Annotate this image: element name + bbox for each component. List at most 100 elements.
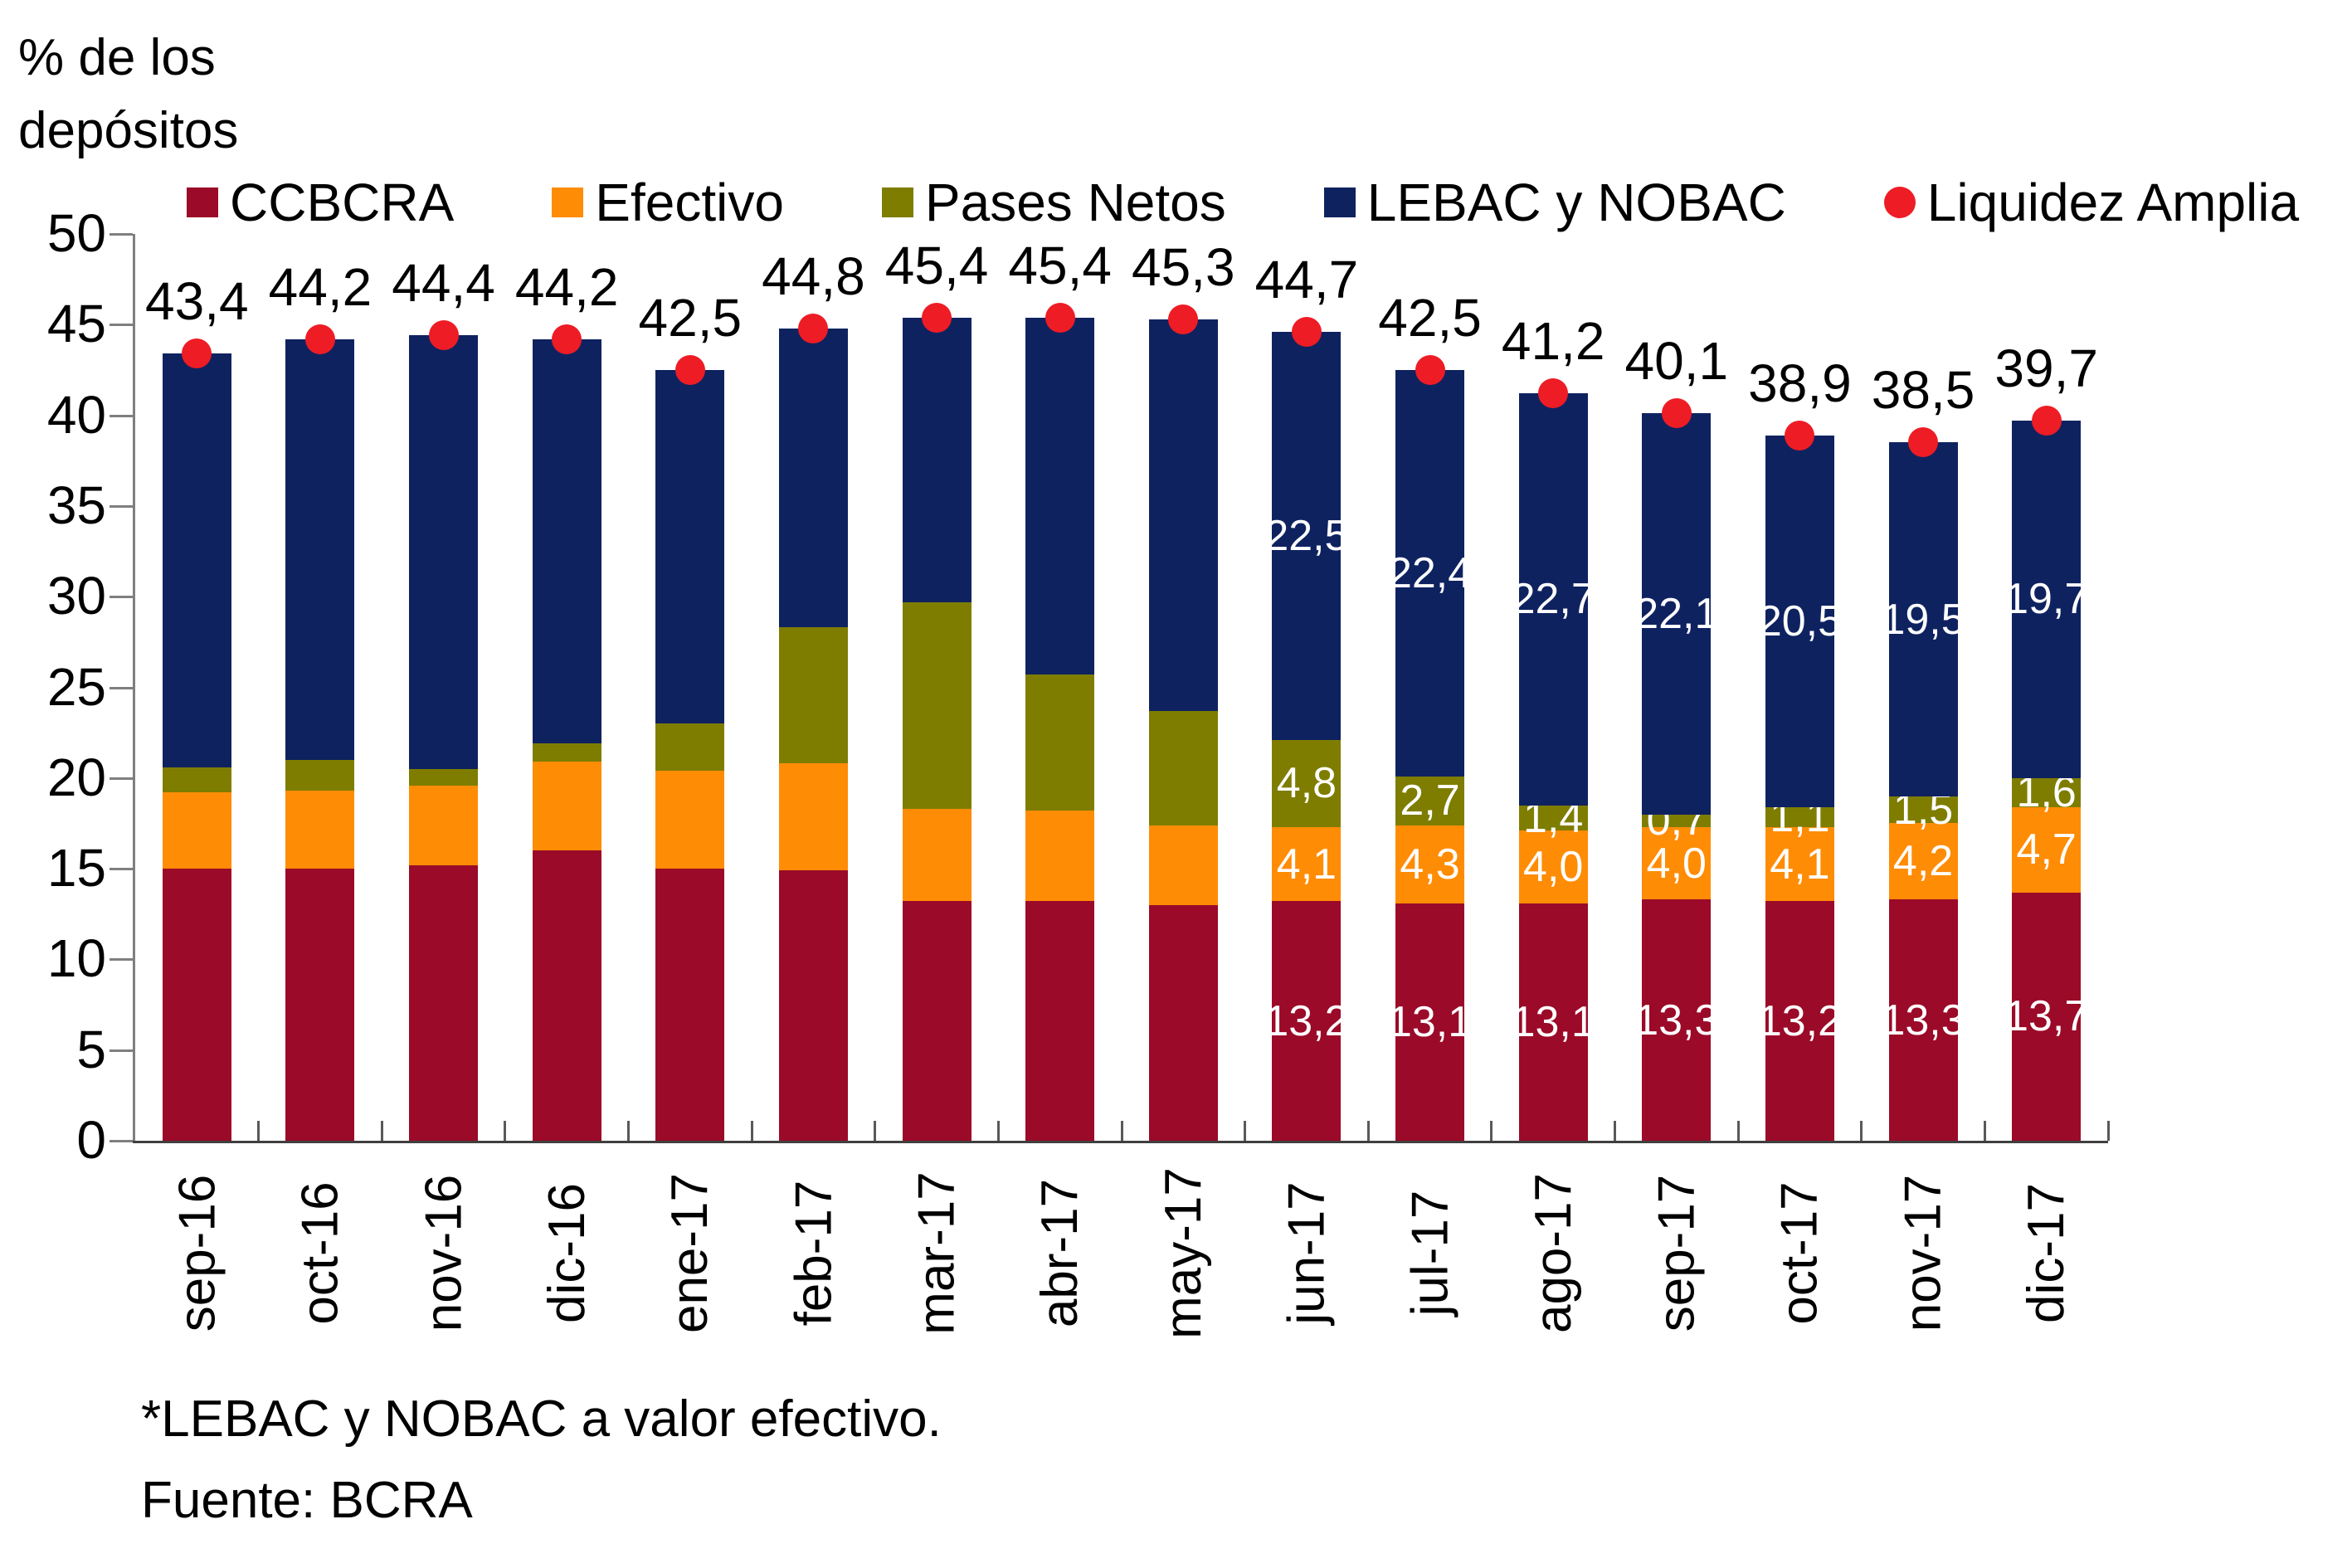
bar-segment-efectivo: 4,3 [1395,825,1465,903]
bar-segment-efectivo: 4,1 [1272,826,1342,902]
bar-segment-ccbcra: 13,2 [1264,901,1349,1141]
bar-segment-value: 13,3 [1634,996,1719,1045]
bar-segment-value: 22,1 [1634,589,1719,638]
axis-title: % de los depósitos [18,29,239,159]
bar-segment-value: 19,5 [1881,595,1965,644]
liquidez-amplia-value-label: 39,7 [1994,338,2098,399]
bar-segment-ccbcra: 13,7 [2004,892,2088,1141]
bar-segment-value: 22,7 [1511,575,1595,624]
bar-segment-value: 20,5 [1757,597,1843,645]
bar-segment-efectivo: 4,2 [1888,823,1958,900]
bar-segment-efectivo [409,785,479,865]
bar-segment-pases-netos: 0,7 [1642,796,1712,845]
bar-segment-value: 4,8 [1276,759,1337,808]
legend-label: Pases Netos [924,173,1226,232]
x-axis-category-label: nov-17 [1894,1174,1952,1332]
y-axis-tick [110,777,133,780]
bar-segment-pases-netos: 1,6 [2012,768,2082,816]
legend-item-efectivo: Efectivo [552,172,784,233]
bar-segment-ccbcra [655,869,725,1141]
liquidez-amplia-value-label: 43,4 [145,271,249,332]
bar-segment-ccbcra [1025,901,1095,1141]
liquidez-amplia-marker [798,313,829,343]
bar-segment-lebac-y-nobac: 20,5 [1758,435,1842,807]
bar-segment-lebac-y-nobac: 19,5 [1881,442,1965,796]
bar-segment-value: 19,7 [2004,575,2089,624]
liquidez-amplia-marker [922,302,952,333]
bar-segment-pases-netos [1025,674,1095,811]
bar-segment-value: 2,7 [1400,777,1460,825]
y-axis-tick-label: 25 [46,656,106,717]
liquidez-amplia-value-label: 38,9 [1748,353,1852,413]
x-axis-category-label: feb-17 [784,1180,842,1327]
x-axis-tick [1614,1121,1616,1141]
y-axis-tick [110,1049,133,1052]
bar-segment-ccbcra: 13,1 [1512,903,1595,1141]
liquidez-amplia-marker [304,324,335,354]
bar-segment-efectivo [162,792,231,869]
x-axis-category-label: ago-17 [1524,1172,1582,1334]
bar-segment-value: 4,1 [1770,840,1830,889]
legend-label: CCBCRA [230,173,455,232]
liquidez-amplia-marker [428,320,459,351]
legend-label: Efectivo [595,173,784,232]
x-axis-category-label: jul-17 [1401,1190,1459,1317]
bar-segment-pases-netos [409,768,479,786]
bar-segment-lebac-y-nobac [532,338,601,744]
legend-swatch-icon [1323,187,1356,217]
liquidez-amplia-value-label: 44,2 [514,256,619,317]
bar-segment-value: 22,5 [1264,511,1349,560]
bar-segment-ccbcra: 13,1 [1388,903,1472,1141]
bar-segment-pases-netos [285,759,355,791]
x-axis-tick [750,1121,753,1141]
y-axis-tick-label: 5 [76,1019,106,1079]
liquidez-amplia-marker [1415,354,1445,385]
legend-label: LEBAC y NOBAC [1366,173,1786,232]
bar-segment-ccbcra [778,870,848,1141]
x-axis-category-label: jun-17 [1278,1181,1336,1325]
x-axis-category-label: ene-17 [661,1172,719,1334]
x-axis-category-label: nov-16 [415,1174,473,1332]
x-axis-category-label: dic-17 [2018,1183,2076,1323]
plot-area: 0 5 10 15 20 25 30 35 40 45 50 43,4 sep-16 44,2 oct-16… [47,203,2110,1339]
bar-segment-pases-netos [655,723,725,772]
bar-segment-value: 13,1 [1387,997,1473,1046]
x-axis-tick [1244,1121,1247,1141]
bar-segment-efectivo [902,808,971,902]
bar-segment-value: 13,2 [1757,996,1843,1045]
bar-segment-lebac-y-nobac [162,353,231,767]
bar-segment-pases-netos: 1,4 [1518,794,1588,842]
bar-segment-ccbcra: 13,2 [1758,901,1842,1141]
bar-segment-ccbcra [162,869,231,1141]
bar-segment-value: 4,1 [1276,840,1337,889]
x-axis-tick [2106,1121,2110,1141]
x-axis-category-label: oct-16 [291,1181,349,1325]
liquidez-amplia-marker [1661,398,1692,429]
y-axis-tick-label: 45 [46,294,106,354]
liquidez-amplia-value-label: 44,8 [762,246,865,306]
y-axis-tick [110,504,133,508]
bar-segment-value: 4,0 [1646,839,1707,888]
liquidez-amplia-value-label: 45,4 [1008,235,1112,295]
bar-segment-pases-netos [778,627,848,764]
bar-segment-ccbcra [285,869,355,1141]
x-axis-category-label: abr-17 [1031,1178,1089,1328]
bar-segment-efectivo [655,771,725,869]
y-axis-tick-label: 35 [46,475,106,535]
bar-segment-ccbcra [532,850,601,1141]
bar-segment-lebac-y-nobac [655,369,725,724]
bar-segment-ccbcra [1148,904,1218,1141]
x-axis-category-label: dic-16 [538,1183,596,1323]
bar-segment-pases-netos: 2,7 [1395,776,1465,825]
x-axis-category-label: sep-17 [1648,1174,1706,1332]
bar-segment-pases-netos: 1,5 [1888,786,1958,834]
bar-segment-value: 13,3 [1881,996,1965,1045]
liquidez-amplia-marker [2031,406,2062,436]
liquidez-amplia-value-label: 45,4 [884,235,989,295]
y-axis-tick-label: 50 [46,203,106,263]
x-axis-tick [874,1121,877,1141]
bar-segment-value: 4,2 [1892,837,1954,886]
bar-segment-value: 13,7 [2004,992,2089,1041]
liquidez-amplia-marker [1168,304,1199,334]
bar-segment-pases-netos [162,767,231,793]
